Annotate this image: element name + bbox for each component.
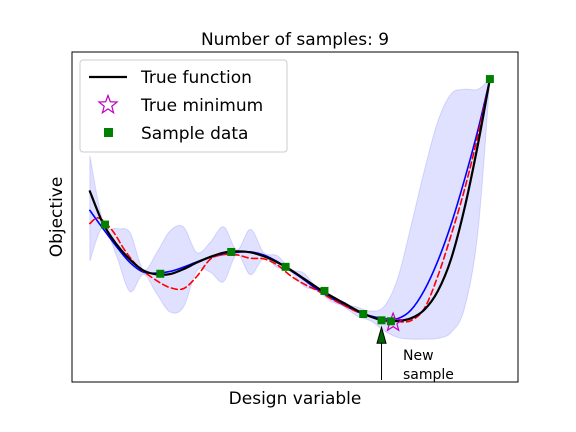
sample-point-9: [485, 75, 494, 84]
legend-box: [79, 59, 288, 153]
sample-point-1: [101, 220, 109, 229]
legend-label-true-minimum: True minimum: [140, 96, 263, 116]
sample-point-4: [281, 262, 290, 271]
legend-square-sample-data: [104, 128, 113, 137]
legend-label-sample-data: Sample data: [141, 124, 248, 144]
sample-point-7: [377, 316, 386, 325]
axes-frame: [71, 51, 519, 383]
legend-label-true-function: True function: [140, 68, 252, 88]
plot-area: New sample: [88, 75, 494, 383]
y-axis-label: Objective: [47, 177, 67, 258]
annotation-arrow-head: [376, 325, 387, 344]
markers-layer: [101, 75, 494, 332]
sample-point-2: [156, 269, 165, 278]
sample-point-8: [386, 317, 395, 326]
annotation-text-line1: New: [403, 348, 434, 364]
confidence-band: [89, 77, 491, 340]
x-axis-label: Design variable: [229, 389, 362, 409]
chart-title: Number of samples: 9: [201, 30, 389, 50]
annotation-text-line2: sample: [403, 367, 454, 383]
sample-point-3: [227, 247, 236, 256]
confidence-band-layer: [89, 77, 491, 340]
sample-point-6: [359, 310, 368, 319]
legend-star-true-minimum: [97, 93, 119, 115]
sample-point-5: [320, 286, 329, 295]
true-minimum-star-marker: [382, 311, 404, 332]
annotation-layer: New sample: [376, 325, 454, 383]
legend: True function True minimum Sample data: [79, 59, 288, 153]
